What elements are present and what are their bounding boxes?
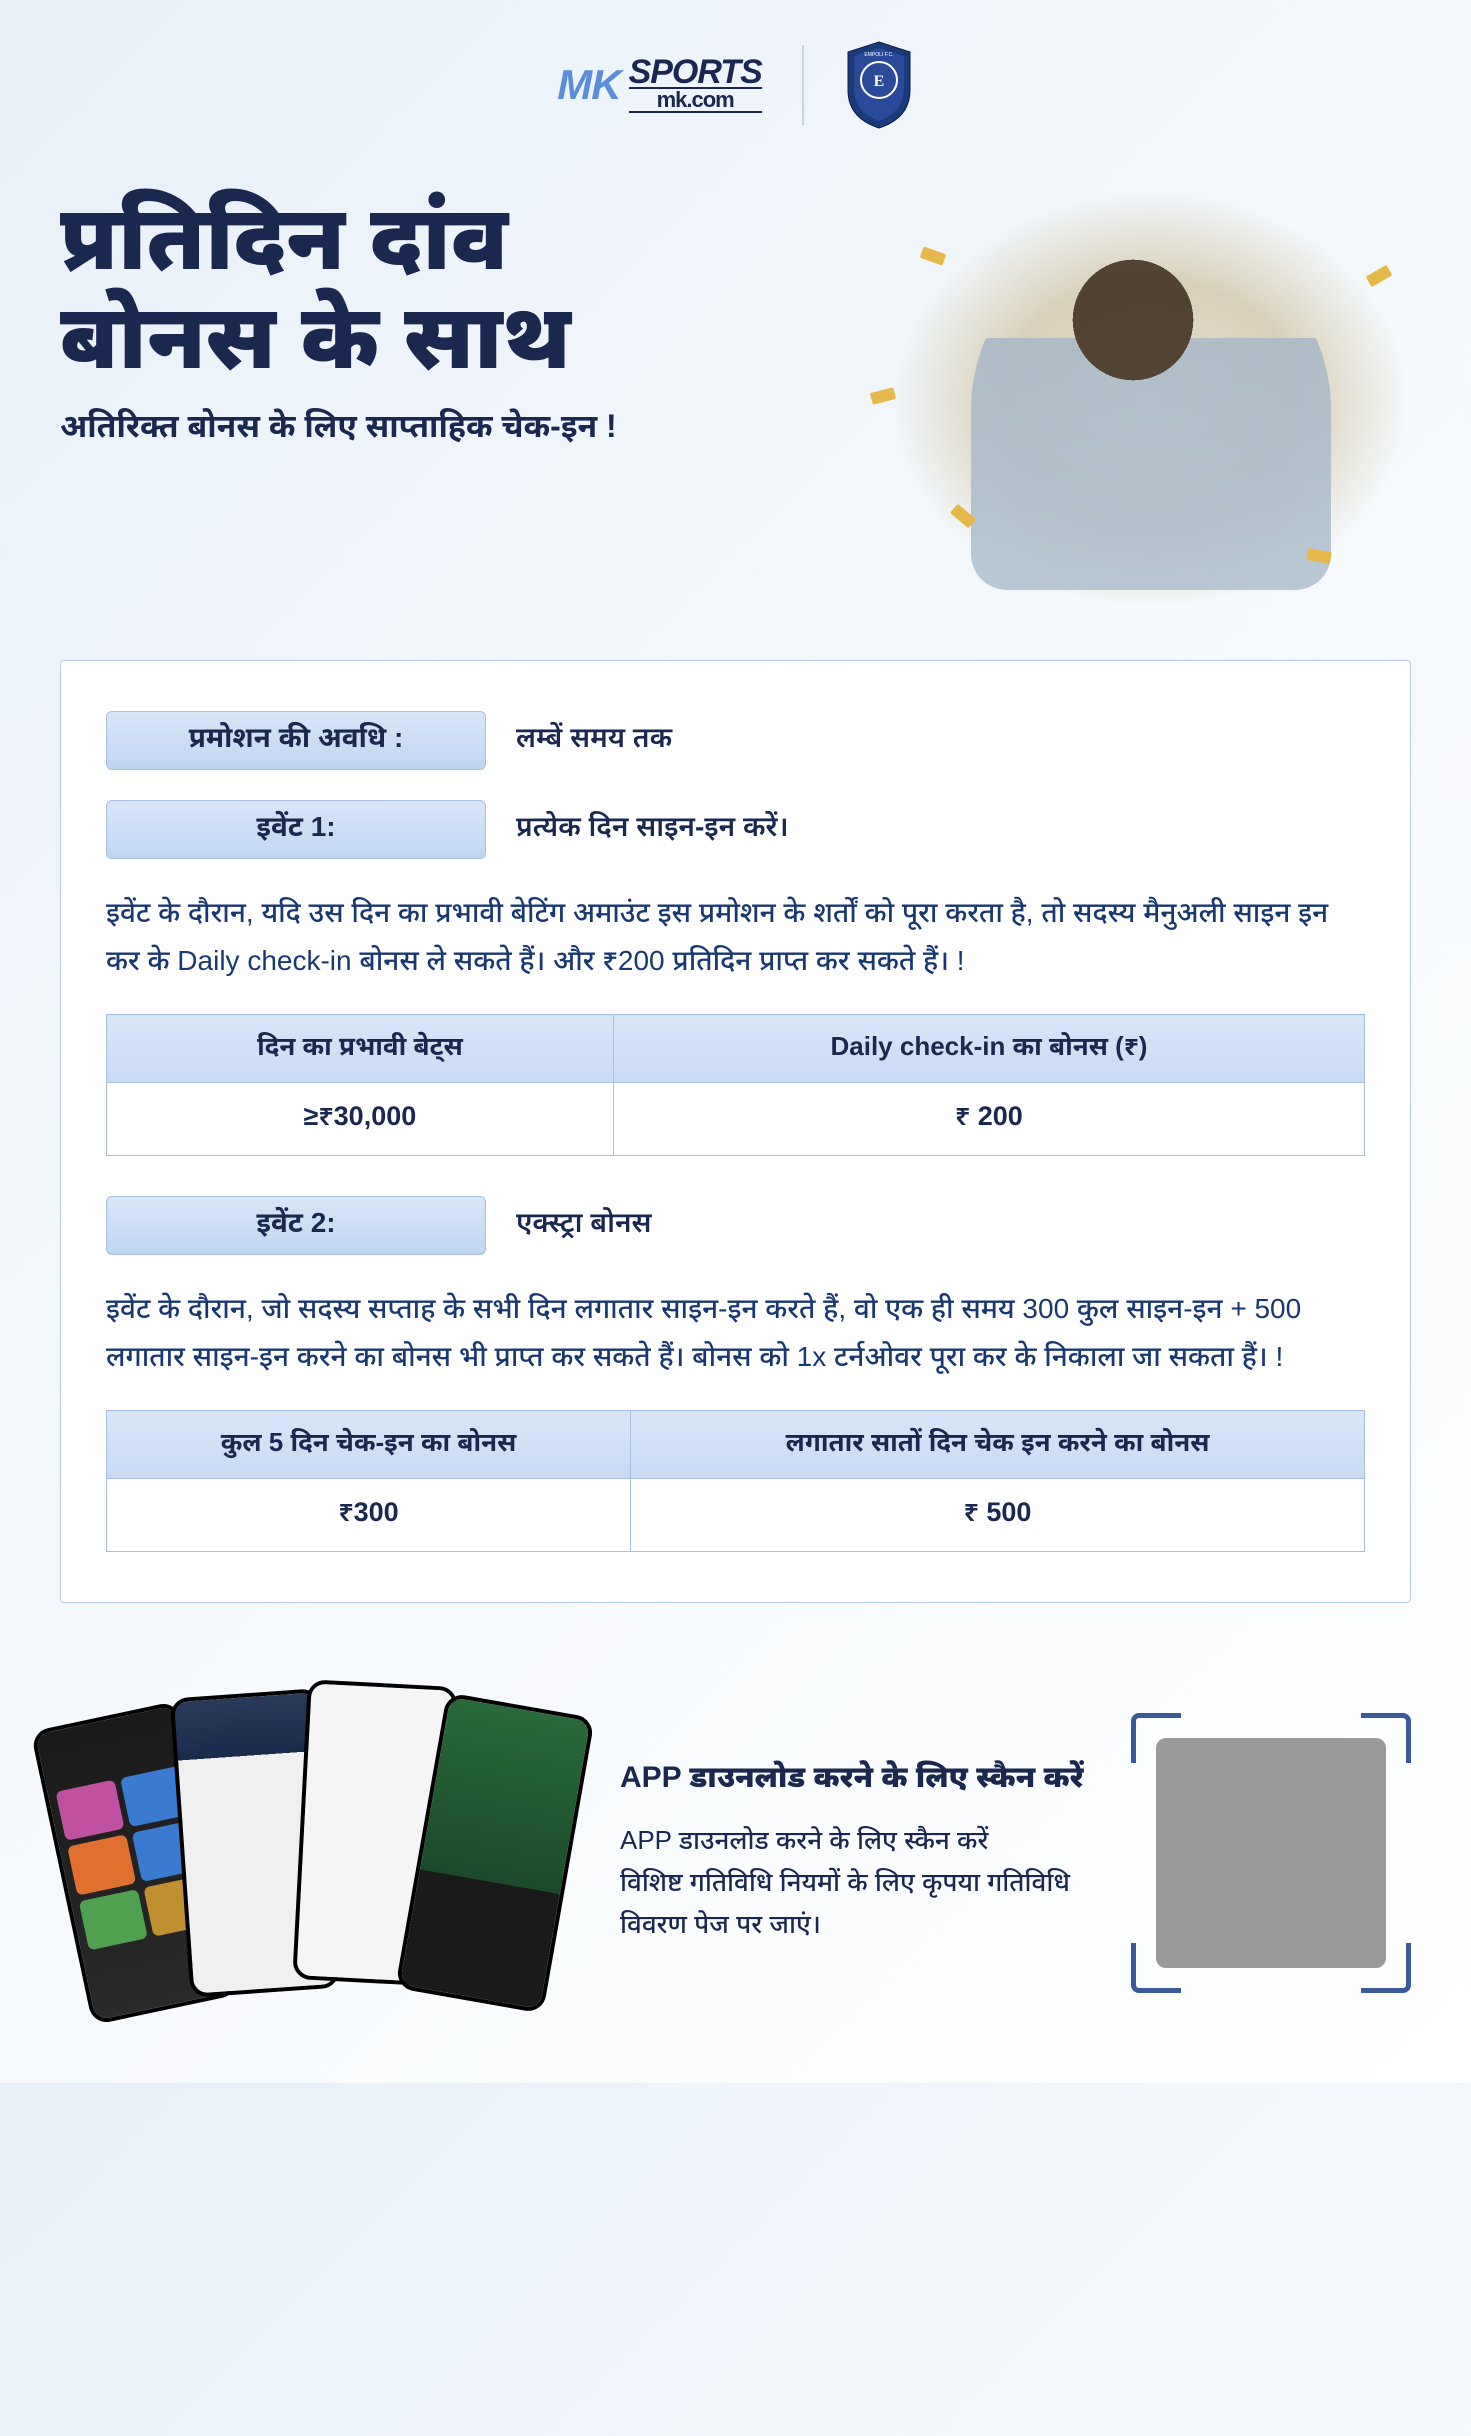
qr-scan-frame[interactable] xyxy=(1131,1713,1411,1993)
event1-th-0: दिन का प्रभावी बेट्स xyxy=(107,1015,614,1083)
hero-title-line1: प्रतिदिन दांव xyxy=(60,190,851,289)
hero-title: प्रतिदिन दांव बोनस के साथ xyxy=(60,190,851,388)
table-header-row: दिन का प्रभावी बेट्स Daily check-in का ब… xyxy=(107,1015,1365,1083)
logo-sports-text: SPORTS xyxy=(629,57,762,88)
promo-period-value: लम्बें समय तक xyxy=(516,722,672,759)
qr-corner-icon xyxy=(1361,1713,1411,1763)
event1-pill: इवेंट 1: xyxy=(106,800,486,859)
phones-mockup xyxy=(60,1683,580,2023)
promo-period-row: प्रमोशन की अवधि : लम्बें समय तक xyxy=(106,711,1365,770)
person-placeholder xyxy=(971,230,1331,590)
header-divider xyxy=(802,45,804,125)
event1-value: प्रत्येक दिन साइन-इन करें। xyxy=(516,811,789,848)
event2-td-0-0: ₹300 xyxy=(107,1479,631,1552)
confetti-icon xyxy=(920,246,947,265)
hero-person-image xyxy=(891,190,1411,610)
shield-top-text: EMPOLI F.C. xyxy=(864,52,893,58)
table-row: ≥₹30,000 ₹ 200 xyxy=(107,1083,1365,1156)
promo-period-pill: प्रमोशन की अवधि : xyxy=(106,711,486,770)
qr-code-placeholder xyxy=(1156,1738,1386,1968)
hero-title-line2: बोनस के साथ xyxy=(60,289,851,388)
hero-subtitle: अतिरिक्त बोनस के लिए साप्ताहिक चेक-इन ! xyxy=(60,408,851,451)
event1-td-0-1: ₹ 200 xyxy=(613,1083,1364,1156)
header-logos: MK SPORTS mk.com E EMPOLI F.C. xyxy=(60,40,1411,130)
event2-description: इवेंट के दौरान, जो सदस्य सप्ताह के सभी द… xyxy=(106,1285,1365,1380)
event1-header-row: इवेंट 1: प्रत्येक दिन साइन-इन करें। xyxy=(106,800,1365,859)
event1-table: दिन का प्रभावी बेट्स Daily check-in का ब… xyxy=(106,1014,1365,1156)
event1-description: इवेंट के दौरान, यदि उस दिन का प्रभावी बे… xyxy=(106,889,1365,984)
table-header-row: कुल 5 दिन चेक-इन का बोनस लगातार सातों दि… xyxy=(107,1411,1365,1479)
confetti-icon xyxy=(870,387,896,405)
logo-mk-text: MK xyxy=(557,61,620,109)
logo-sports-wrap: SPORTS mk.com xyxy=(629,57,762,113)
qr-corner-icon xyxy=(1131,1943,1181,1993)
footer-body-line1: APP डाउनलोड करने के लिए स्कैन करें xyxy=(620,1820,1091,1862)
event2-value: एक्स्ट्रा बोनस xyxy=(516,1207,652,1244)
event2-table: कुल 5 दिन चेक-इन का बोनस लगातार सातों दि… xyxy=(106,1410,1365,1552)
club-shield-icon: E EMPOLI F.C. xyxy=(844,40,914,130)
table-row: ₹300 ₹ 500 xyxy=(107,1479,1365,1552)
qr-corner-icon xyxy=(1131,1713,1181,1763)
page-root: MK SPORTS mk.com E EMPOLI F.C. प्रतिदिन … xyxy=(0,0,1471,2083)
event2-th-1: लगातार सातों दिन चेक इन करने का बोनस xyxy=(631,1411,1365,1479)
logo-mkcom-text: mk.com xyxy=(629,87,762,113)
hero-text-block: प्रतिदिन दांव बोनस के साथ अतिरिक्त बोनस … xyxy=(60,190,851,451)
event1-td-0-0: ≥₹30,000 xyxy=(107,1083,614,1156)
event2-header-row: इवेंट 2: एक्स्ट्रा बोनस xyxy=(106,1196,1365,1255)
footer-text-block: APP डाउनलोड करने के लिए स्कैन करें APP ड… xyxy=(620,1761,1091,1945)
event1-th-1: Daily check-in का बोनस (₹) xyxy=(613,1015,1364,1083)
footer-section: APP डाउनलोड करने के लिए स्कैन करें APP ड… xyxy=(60,1683,1411,2023)
content-card: प्रमोशन की अवधि : लम्बें समय तक इवेंट 1:… xyxy=(60,660,1411,1603)
hero-section: प्रतिदिन दांव बोनस के साथ अतिरिक्त बोनस … xyxy=(60,190,1411,610)
mk-sports-logo: MK SPORTS mk.com xyxy=(557,57,762,113)
footer-body: APP डाउनलोड करने के लिए स्कैन करें विशिष… xyxy=(620,1820,1091,1945)
confetti-icon xyxy=(1366,265,1393,287)
qr-corner-icon xyxy=(1361,1943,1411,1993)
event2-pill: इवेंट 2: xyxy=(106,1196,486,1255)
event2-td-0-1: ₹ 500 xyxy=(631,1479,1365,1552)
footer-body-line2: विशिष्ट गतिविधि नियमों के लिए कृपया गतिव… xyxy=(620,1862,1091,1945)
svg-text:E: E xyxy=(873,73,884,90)
footer-title: APP डाउनलोड करने के लिए स्कैन करें xyxy=(620,1761,1091,1800)
event2-th-0: कुल 5 दिन चेक-इन का बोनस xyxy=(107,1411,631,1479)
